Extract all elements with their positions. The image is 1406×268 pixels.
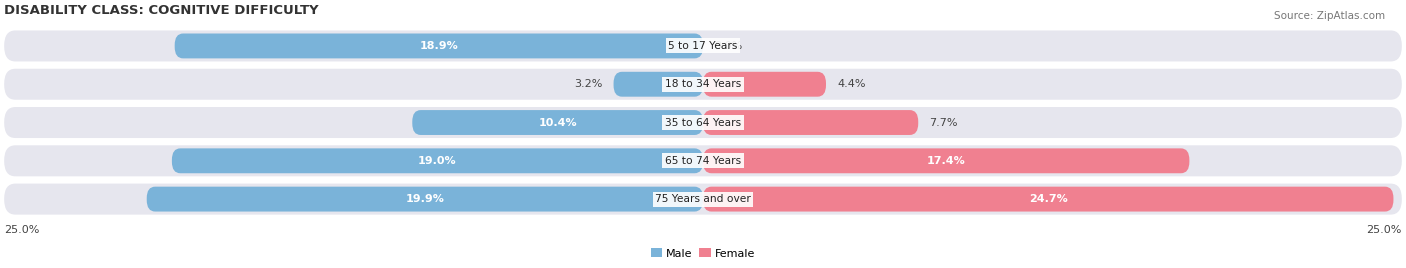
Text: 65 to 74 Years: 65 to 74 Years xyxy=(665,156,741,166)
Text: 19.9%: 19.9% xyxy=(405,194,444,204)
Text: 18.9%: 18.9% xyxy=(419,41,458,51)
Text: DISABILITY CLASS: COGNITIVE DIFFICULTY: DISABILITY CLASS: COGNITIVE DIFFICULTY xyxy=(4,4,319,17)
Legend: Male, Female: Male, Female xyxy=(647,244,759,263)
FancyBboxPatch shape xyxy=(4,107,1402,138)
Text: 0.0%: 0.0% xyxy=(714,41,742,51)
FancyBboxPatch shape xyxy=(4,184,1402,215)
Text: 7.7%: 7.7% xyxy=(929,118,957,128)
FancyBboxPatch shape xyxy=(703,72,825,97)
Text: 24.7%: 24.7% xyxy=(1029,194,1067,204)
FancyBboxPatch shape xyxy=(703,148,1189,173)
Text: Source: ZipAtlas.com: Source: ZipAtlas.com xyxy=(1274,11,1385,21)
Text: 17.4%: 17.4% xyxy=(927,156,966,166)
Text: 25.0%: 25.0% xyxy=(4,225,39,235)
FancyBboxPatch shape xyxy=(4,145,1402,176)
Text: 18 to 34 Years: 18 to 34 Years xyxy=(665,79,741,89)
FancyBboxPatch shape xyxy=(4,31,1402,61)
FancyBboxPatch shape xyxy=(172,148,703,173)
FancyBboxPatch shape xyxy=(412,110,703,135)
FancyBboxPatch shape xyxy=(146,187,703,211)
Text: 35 to 64 Years: 35 to 64 Years xyxy=(665,118,741,128)
FancyBboxPatch shape xyxy=(703,110,918,135)
Text: 75 Years and over: 75 Years and over xyxy=(655,194,751,204)
Text: 5 to 17 Years: 5 to 17 Years xyxy=(668,41,738,51)
FancyBboxPatch shape xyxy=(4,69,1402,100)
Text: 3.2%: 3.2% xyxy=(574,79,602,89)
FancyBboxPatch shape xyxy=(174,34,703,58)
Text: 4.4%: 4.4% xyxy=(837,79,866,89)
Text: 25.0%: 25.0% xyxy=(1367,225,1402,235)
Text: 10.4%: 10.4% xyxy=(538,118,576,128)
FancyBboxPatch shape xyxy=(703,187,1393,211)
Text: 19.0%: 19.0% xyxy=(418,156,457,166)
FancyBboxPatch shape xyxy=(613,72,703,97)
